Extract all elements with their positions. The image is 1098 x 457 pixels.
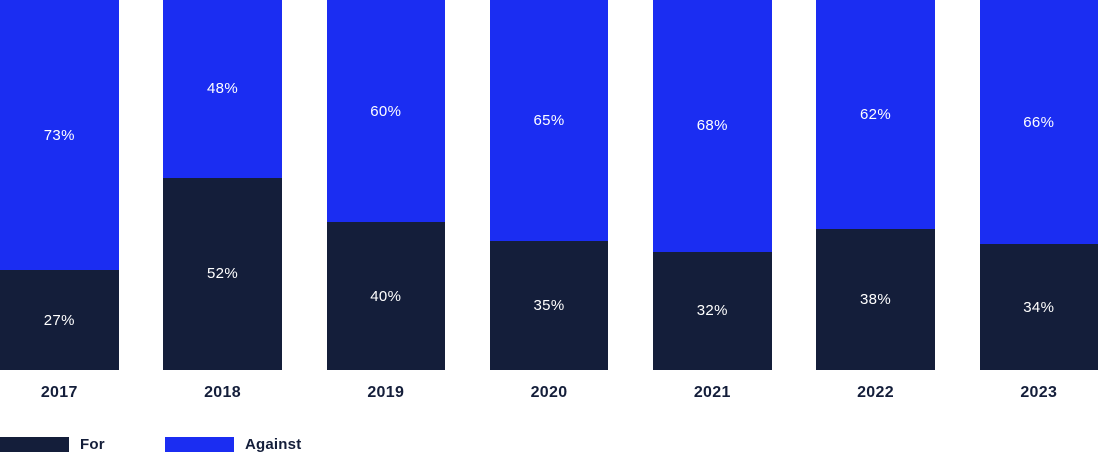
bar-column-2018: 48% 52% 2018 xyxy=(163,0,282,402)
segment-value-label: 73% xyxy=(43,126,75,144)
bar-2017: 73% 27% xyxy=(0,0,119,370)
segment-value-label: 40% xyxy=(370,287,402,305)
segment-value-label: 68% xyxy=(696,117,728,135)
segment-value-label: 65% xyxy=(533,111,565,129)
bar-2019: 60% 40% xyxy=(326,0,445,370)
bar-segment-for-2017: 27% xyxy=(0,270,119,370)
legend-swatch-for xyxy=(0,437,69,452)
bar-segment-against-2019: 60% xyxy=(326,0,445,222)
bar-2018: 48% 52% xyxy=(163,0,282,370)
bar-column-2022: 62% 38% 2022 xyxy=(816,0,935,402)
bar-column-2021: 68% 32% 2021 xyxy=(653,0,772,402)
bar-segment-against-2022: 62% xyxy=(816,0,935,230)
bar-column-2023: 66% 34% 2023 xyxy=(979,0,1098,402)
x-axis-label-2019: 2019 xyxy=(367,384,405,401)
segment-value-label: 32% xyxy=(696,302,728,320)
x-axis-label-2018: 2018 xyxy=(204,384,241,401)
legend-label-against: Against xyxy=(245,436,302,453)
bar-2020: 65% 35% xyxy=(489,0,609,370)
legend: For Against xyxy=(0,436,1098,453)
legend-swatch-against xyxy=(165,437,234,452)
bar-2022: 62% 38% xyxy=(816,0,935,370)
bar-segment-for-2019: 40% xyxy=(326,222,445,370)
legend-item-against: Against xyxy=(165,436,302,453)
x-axis-label-2021: 2021 xyxy=(693,384,731,401)
segment-value-label: 60% xyxy=(370,102,402,120)
segment-value-label: 35% xyxy=(533,296,565,314)
bar-column-2017: 73% 27% 2017 xyxy=(0,0,119,402)
x-axis-label-2017: 2017 xyxy=(40,384,78,401)
segment-value-label: 52% xyxy=(207,265,238,283)
x-axis-label-2020: 2020 xyxy=(530,384,568,401)
bar-columns: 73% 27% 2017 48% 52% 2018 60% 40% 2019 65% 35% 2020… xyxy=(0,0,1098,402)
bar-segment-for-2020: 35% xyxy=(489,240,609,370)
bar-segment-against-2018: 48% xyxy=(163,0,282,178)
segment-value-label: 62% xyxy=(860,106,891,124)
x-axis-label-2022: 2022 xyxy=(857,384,894,401)
bar-segment-against-2023: 66% xyxy=(979,0,1098,245)
bar-segment-for-2018: 52% xyxy=(163,177,282,370)
bar-segment-against-2017: 73% xyxy=(0,0,119,271)
bar-2023: 66% 34% xyxy=(979,0,1098,370)
bar-column-2020: 65% 35% 2020 xyxy=(489,0,609,402)
segment-value-label: 48% xyxy=(207,80,238,98)
bar-2021: 68% 32% xyxy=(653,0,772,370)
bar-segment-for-2021: 32% xyxy=(653,251,772,370)
segment-value-label: 27% xyxy=(43,311,75,329)
segment-value-label: 66% xyxy=(1023,113,1055,131)
bar-segment-for-2023: 34% xyxy=(979,244,1098,370)
legend-label-for: For xyxy=(80,436,105,453)
segment-value-label: 38% xyxy=(860,291,891,309)
bar-segment-against-2020: 65% xyxy=(489,0,609,241)
bar-segment-for-2022: 38% xyxy=(816,229,935,370)
bar-segment-against-2021: 68% xyxy=(653,0,772,252)
legend-item-for: For xyxy=(0,436,105,453)
x-axis-label-2023: 2023 xyxy=(1020,384,1058,401)
segment-value-label: 34% xyxy=(1023,298,1055,316)
bar-column-2019: 60% 40% 2019 xyxy=(326,0,445,402)
